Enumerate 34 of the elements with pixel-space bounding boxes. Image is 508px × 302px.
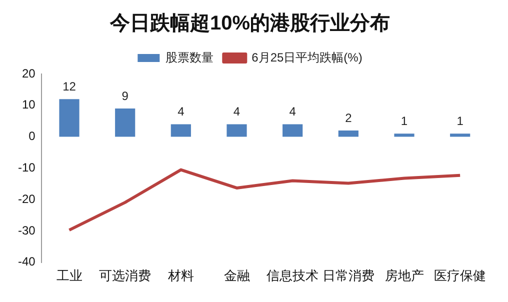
y-tick-label: -10: [18, 160, 36, 175]
data-label: 12: [62, 79, 76, 94]
legend-label: 股票数量: [166, 50, 214, 64]
bar: [226, 124, 247, 137]
x-tick-label: 日常消费: [322, 268, 374, 283]
data-label: 4: [178, 104, 185, 119]
x-tick-label: 医疗保健: [434, 268, 486, 283]
chart-title: 今日跌幅超10%的港股行业分布: [108, 12, 390, 35]
bar: [338, 130, 358, 137]
x-tick-label: 可选消费: [99, 268, 152, 283]
data-label: 9: [122, 88, 129, 103]
bar: [450, 134, 470, 137]
x-tick-label: 房地产: [384, 268, 424, 283]
data-label: 4: [233, 104, 240, 119]
x-tick-label: 工业: [56, 268, 82, 283]
x-tick-label: 金融: [224, 268, 250, 283]
data-label: 1: [400, 114, 408, 128]
data-label: 4: [289, 104, 296, 119]
y-tick-label: 0: [28, 129, 36, 144]
y-tick-label: -20: [18, 192, 36, 206]
bar: [115, 108, 136, 137]
legend-label: 6月25日平均跌幅(%): [252, 50, 362, 64]
bar: [394, 134, 414, 137]
data-label: 2: [345, 110, 352, 125]
bar: [59, 99, 80, 137]
data-label: 1: [456, 114, 464, 128]
x-tick-label: 信息技术: [266, 268, 319, 283]
bar: [170, 124, 191, 137]
bar: [282, 124, 303, 137]
x-tick-label: 材料: [166, 268, 194, 283]
y-tick-label: -40: [18, 254, 36, 269]
y-tick-label: -30: [18, 223, 36, 238]
y-tick-label: 20: [22, 66, 36, 80]
y-tick-label: 10: [22, 98, 36, 112]
